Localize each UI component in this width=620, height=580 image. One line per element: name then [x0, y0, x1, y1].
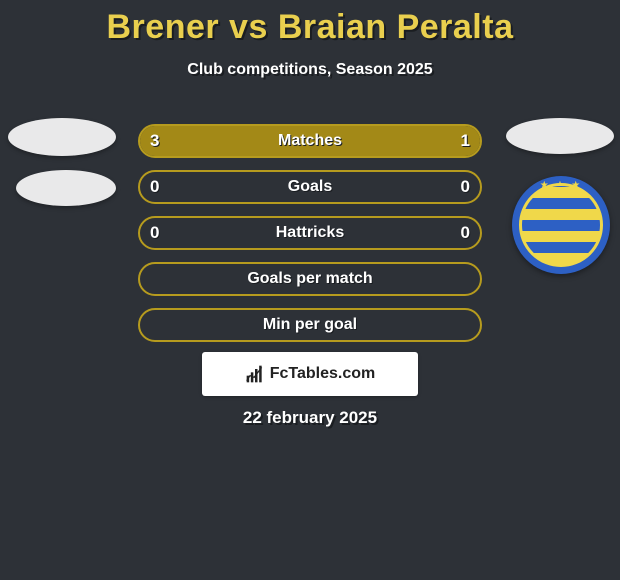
comparison-infographic: Brener vs Braian Peralta Club competitio…: [0, 0, 620, 580]
stat-row: Min per goal: [0, 302, 620, 348]
stat-label: Hattricks: [140, 218, 480, 248]
page-title: Brener vs Braian Peralta: [0, 0, 620, 47]
stat-bar-track: Matches3 1: [138, 124, 482, 158]
subtitle: Club competitions, Season 2025: [0, 47, 620, 79]
stat-value-right: 1: [461, 126, 470, 156]
stat-value-left: 0: [150, 172, 159, 202]
stat-bar-track: Min per goal: [138, 308, 482, 342]
stat-rows: Matches31Goals00Hattricks00Goals per mat…: [0, 118, 620, 348]
stat-row: Matches3 1: [0, 118, 620, 164]
stat-bar-track: Goals per match: [138, 262, 482, 296]
stat-row: Goals0 0: [0, 164, 620, 210]
fctables-label: FcTables.com: [270, 365, 376, 383]
stat-row: Goals per match: [0, 256, 620, 302]
stat-value-right: 0: [461, 172, 470, 202]
stat-value-left: 3: [150, 126, 159, 156]
date-text: 22 february 2025: [0, 408, 620, 428]
stat-bar-track: Goals0 0: [138, 170, 482, 204]
bar-chart-icon: [245, 364, 265, 384]
stat-value-left: 0: [150, 218, 159, 248]
stat-row: Hattricks0 0: [0, 210, 620, 256]
fctables-attribution: FcTables.com: [202, 352, 418, 396]
stat-label: Goals per match: [140, 264, 480, 294]
stat-label: Min per goal: [140, 310, 480, 340]
stat-label: Goals: [140, 172, 480, 202]
stat-bar-track: Hattricks0 0: [138, 216, 482, 250]
stat-label: Matches: [140, 126, 480, 156]
stat-value-right: 0: [461, 218, 470, 248]
